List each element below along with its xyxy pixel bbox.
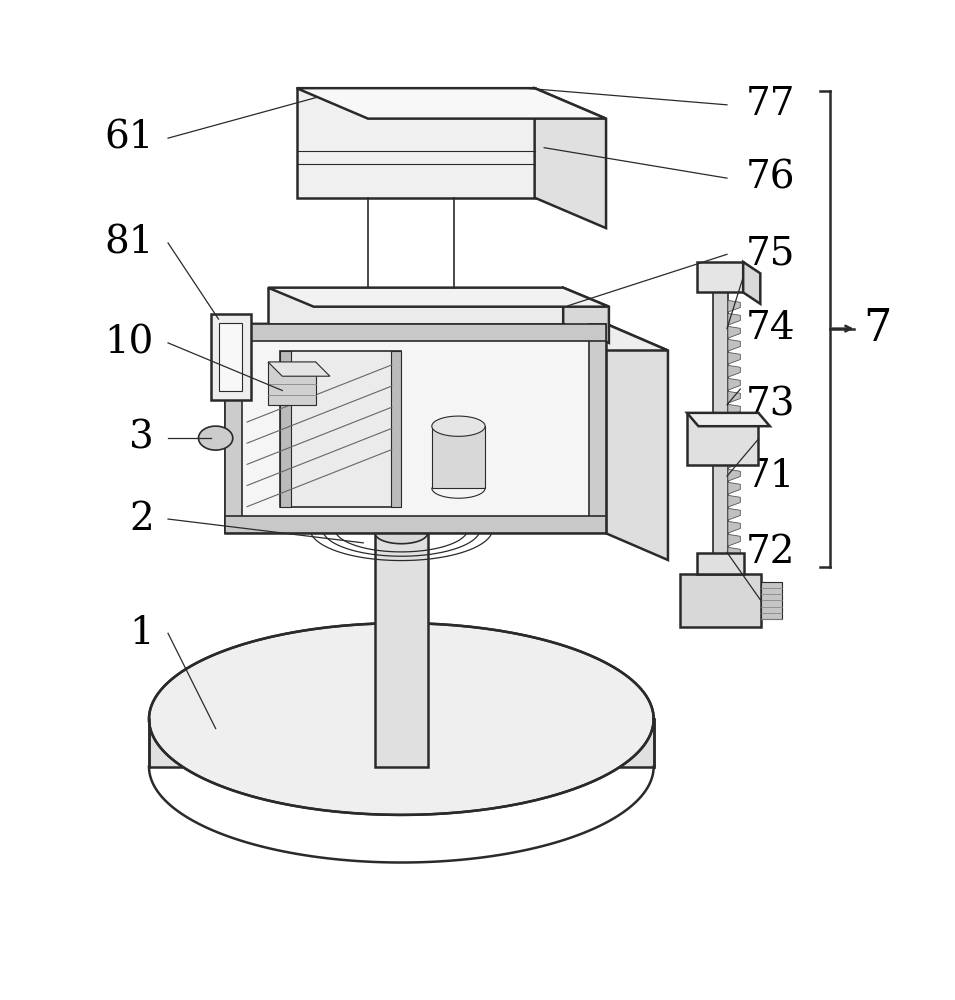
Polygon shape	[687, 413, 758, 465]
Polygon shape	[220, 323, 243, 391]
Polygon shape	[149, 623, 653, 815]
Polygon shape	[728, 469, 740, 481]
Polygon shape	[149, 719, 653, 767]
Polygon shape	[728, 508, 740, 520]
Text: 10: 10	[104, 324, 154, 361]
Polygon shape	[297, 88, 535, 198]
Polygon shape	[728, 482, 740, 494]
Polygon shape	[432, 416, 485, 436]
Polygon shape	[563, 288, 609, 343]
Polygon shape	[199, 426, 233, 450]
Polygon shape	[728, 456, 740, 468]
Polygon shape	[728, 521, 740, 533]
Text: 73: 73	[746, 386, 796, 423]
Polygon shape	[281, 351, 291, 507]
Polygon shape	[728, 313, 740, 325]
Polygon shape	[761, 582, 782, 619]
Polygon shape	[728, 547, 740, 559]
Text: 81: 81	[104, 224, 154, 261]
Polygon shape	[687, 413, 770, 426]
Polygon shape	[268, 362, 329, 376]
Polygon shape	[712, 292, 728, 567]
Text: 61: 61	[104, 120, 154, 157]
Polygon shape	[211, 314, 251, 400]
Text: 72: 72	[746, 534, 796, 571]
Polygon shape	[728, 300, 740, 312]
Text: 76: 76	[746, 160, 796, 197]
Polygon shape	[225, 324, 606, 533]
Text: 77: 77	[746, 86, 796, 123]
Polygon shape	[268, 288, 609, 307]
Polygon shape	[728, 430, 740, 442]
Text: 71: 71	[746, 458, 796, 495]
Polygon shape	[697, 262, 743, 292]
Polygon shape	[375, 533, 428, 767]
Polygon shape	[728, 417, 740, 429]
Polygon shape	[728, 391, 740, 403]
Polygon shape	[728, 495, 740, 507]
Polygon shape	[728, 365, 740, 377]
Text: 7: 7	[863, 307, 892, 350]
Polygon shape	[391, 351, 401, 507]
Text: 3: 3	[129, 420, 154, 457]
Polygon shape	[680, 574, 761, 627]
Polygon shape	[728, 326, 740, 338]
Polygon shape	[589, 324, 606, 533]
Polygon shape	[281, 351, 401, 507]
Polygon shape	[225, 324, 668, 351]
Polygon shape	[432, 426, 485, 488]
Text: 74: 74	[746, 310, 796, 347]
Polygon shape	[225, 324, 606, 341]
Polygon shape	[297, 88, 606, 119]
Polygon shape	[225, 324, 243, 533]
Polygon shape	[606, 324, 668, 560]
Text: 1: 1	[129, 615, 154, 652]
Polygon shape	[728, 378, 740, 390]
Text: 2: 2	[129, 501, 154, 538]
Polygon shape	[268, 288, 563, 324]
Polygon shape	[728, 443, 740, 455]
Polygon shape	[375, 523, 428, 544]
Text: 75: 75	[746, 236, 796, 273]
Polygon shape	[728, 339, 740, 351]
Polygon shape	[728, 534, 740, 546]
Polygon shape	[696, 553, 744, 574]
Polygon shape	[728, 352, 740, 364]
Polygon shape	[225, 516, 606, 533]
Polygon shape	[743, 262, 760, 304]
Polygon shape	[535, 88, 606, 228]
Polygon shape	[268, 362, 315, 405]
Polygon shape	[728, 404, 740, 416]
